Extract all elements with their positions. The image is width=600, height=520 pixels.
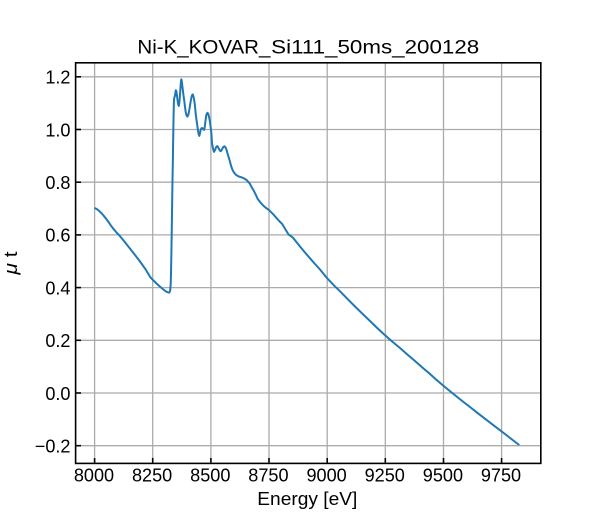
svg-text:1.2: 1.2 [45,68,70,88]
svg-text:9250: 9250 [365,466,405,486]
svg-text:8250: 8250 [132,466,172,486]
svg-text:9000: 9000 [306,466,346,486]
svg-text:−0.2: −0.2 [35,437,71,457]
svg-text:8750: 8750 [248,466,288,486]
svg-text:0.4: 0.4 [45,278,70,298]
svg-text:0.0: 0.0 [45,384,70,404]
svg-text:Energy [eV]: Energy [eV] [257,489,357,509]
svg-text:8000: 8000 [74,466,114,486]
svg-text:8500: 8500 [190,466,230,486]
svg-text:0.8: 0.8 [45,173,70,193]
svg-text:Ni-K_KOVAR_Si111_50ms_200128: Ni-K_KOVAR_Si111_50ms_200128 [137,37,479,59]
svg-text:1.0: 1.0 [45,120,70,140]
svg-text:9750: 9750 [481,466,521,486]
svg-text:0.2: 0.2 [45,331,70,351]
svg-text:9500: 9500 [423,466,463,486]
svg-text:0.6: 0.6 [45,226,70,246]
svg-text:μ t: μ t [1,252,21,276]
